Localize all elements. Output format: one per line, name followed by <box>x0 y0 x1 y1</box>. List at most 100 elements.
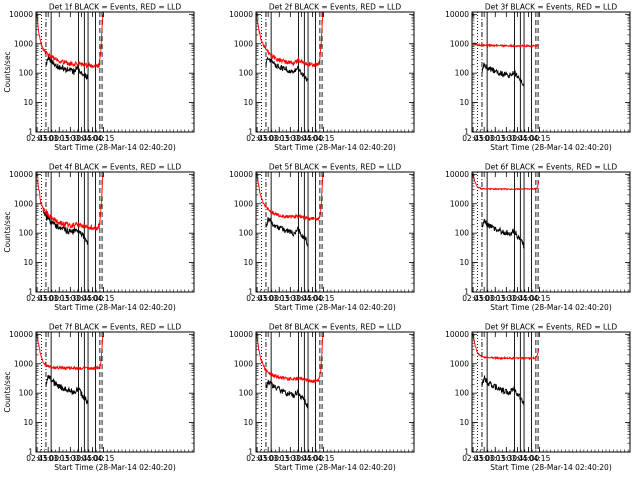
y-tick-label: 10000 <box>229 330 253 339</box>
time-markers <box>477 332 539 452</box>
y-tick-label: 1000 <box>14 199 33 208</box>
x-tick-label: 04:00 <box>82 294 104 303</box>
x-tick-label: 02:45 <box>246 454 268 463</box>
x-axis-label: Start Time (28-Mar-14 02:40:20) <box>54 463 176 472</box>
y-tick-label: 1 <box>28 288 33 297</box>
y-tick-label: 10 <box>243 98 253 107</box>
x-tick-label: 04:15 <box>93 294 115 303</box>
x-tick-label: 02:45 <box>462 294 484 303</box>
time-markers <box>261 12 323 132</box>
detector-panel-1: 1 10 100 1000 10000 02:4503:0003:1503:3003:45… <box>3 3 195 152</box>
y-tick-label: 10000 <box>445 10 469 19</box>
x-tick-label: 04:00 <box>518 454 540 463</box>
y-tick-label: 10 <box>23 258 33 267</box>
series-lld <box>472 42 540 49</box>
y-tick-label: 100 <box>19 229 34 238</box>
series-events <box>265 216 309 247</box>
x-tick-label: 03:15 <box>48 134 70 143</box>
y-tick-label: 1000 <box>234 199 253 208</box>
y-tick-label: 1000 <box>234 359 253 368</box>
x-tick-label: 03:15 <box>48 454 70 463</box>
detector-panel-2: 1 10 100 1000 10000 02:4503:0003:1503:3003:45… <box>229 3 415 152</box>
x-tick-label: 02:45 <box>462 134 484 143</box>
series-events <box>481 375 525 406</box>
x-tick-label: 03:30 <box>60 294 82 303</box>
x-axis-label: Start Time (28-Mar-14 02:40:20) <box>54 303 176 312</box>
series-lld <box>472 174 540 191</box>
x-tick-label: 02:45 <box>26 134 48 143</box>
x-tick-label: 03:15 <box>484 134 506 143</box>
series-lld <box>36 175 104 232</box>
series-lld <box>472 334 540 361</box>
x-tick-label: 03:15 <box>48 294 70 303</box>
y-axis-label: Counts/sec <box>3 51 12 92</box>
x-tick-label: 02:45 <box>246 134 268 143</box>
y-tick-label: 10 <box>243 258 253 267</box>
x-tick-label: 03:00 <box>37 134 59 143</box>
y-tick-label: 1 <box>464 288 469 297</box>
x-tick-label: 03:45 <box>507 134 529 143</box>
x-tick-label: 04:00 <box>518 294 540 303</box>
x-tick-label: 04:00 <box>302 454 324 463</box>
x-tick-label: 03:45 <box>71 134 93 143</box>
x-tick-label: 02:45 <box>26 294 48 303</box>
series-events <box>481 62 525 87</box>
y-tick-label: 1000 <box>450 39 469 48</box>
x-tick-label: 03:30 <box>60 454 82 463</box>
y-tick-label: 10 <box>459 418 469 427</box>
y-tick-label: 1 <box>248 128 253 137</box>
x-axis-label: Start Time (28-Mar-14 02:40:20) <box>490 463 612 472</box>
y-tick-label: 1 <box>248 288 253 297</box>
series-events <box>481 218 525 249</box>
x-tick-label: 03:45 <box>291 294 313 303</box>
x-tick-label: 03:15 <box>484 454 506 463</box>
x-tick-label: 04:15 <box>313 294 335 303</box>
x-tick-label: 03:30 <box>60 134 82 143</box>
x-tick-label: 04:00 <box>82 134 104 143</box>
plot-frame <box>471 171 631 293</box>
x-tick-label: 03:00 <box>257 134 279 143</box>
y-tick-label: 1000 <box>450 199 469 208</box>
y-axis-label: Counts/sec <box>3 371 12 412</box>
series-lld <box>256 13 324 68</box>
x-tick-label: 03:30 <box>496 454 518 463</box>
x-tick-label: 03:15 <box>268 294 290 303</box>
x-tick-label: 03:00 <box>257 294 279 303</box>
series-events <box>265 56 309 82</box>
x-tick-label: 03:45 <box>71 294 93 303</box>
x-tick-label: 03:30 <box>496 294 518 303</box>
time-markers <box>41 12 103 132</box>
panel-title: Det 7f BLACK = Events, RED = LLD <box>49 323 182 332</box>
plot-frame <box>35 171 195 293</box>
x-tick-label: 04:00 <box>302 134 324 143</box>
y-tick-label: 100 <box>455 389 470 398</box>
y-tick-label: 100 <box>455 229 470 238</box>
y-tick-label: 10 <box>459 98 469 107</box>
x-axis-label: Start Time (28-Mar-14 02:40:20) <box>490 143 612 152</box>
x-axis-label: Start Time (28-Mar-14 02:40:20) <box>54 143 176 152</box>
x-tick-label: 03:45 <box>507 294 529 303</box>
x-tick-label: 03:15 <box>268 454 290 463</box>
x-tick-label: 03:45 <box>507 454 529 463</box>
x-tick-label: 03:00 <box>37 454 59 463</box>
y-axis-label: Counts/sec <box>3 211 12 252</box>
y-tick-label: 1 <box>28 448 33 457</box>
time-markers <box>261 332 323 452</box>
plot-frame <box>35 11 195 133</box>
plot-frame <box>35 331 195 453</box>
y-tick-label: 10 <box>459 258 469 267</box>
series-lld <box>256 175 324 222</box>
x-tick-label: 03:15 <box>484 294 506 303</box>
x-tick-label: 04:00 <box>302 294 324 303</box>
detector-panel-7: 1 10 100 1000 10000 02:4503:0003:1503:3003:45… <box>3 323 195 472</box>
x-tick-label: 02:45 <box>26 454 48 463</box>
y-tick-label: 1000 <box>234 39 253 48</box>
y-tick-label: 100 <box>239 69 254 78</box>
y-tick-label: 1000 <box>14 39 33 48</box>
detector-panel-6: 1 10 100 1000 10000 02:4503:0003:1503:3003:45… <box>445 163 631 312</box>
y-tick-label: 100 <box>19 69 34 78</box>
y-tick-label: 100 <box>239 229 254 238</box>
y-tick-label: 1 <box>464 128 469 137</box>
series-events <box>45 374 89 406</box>
